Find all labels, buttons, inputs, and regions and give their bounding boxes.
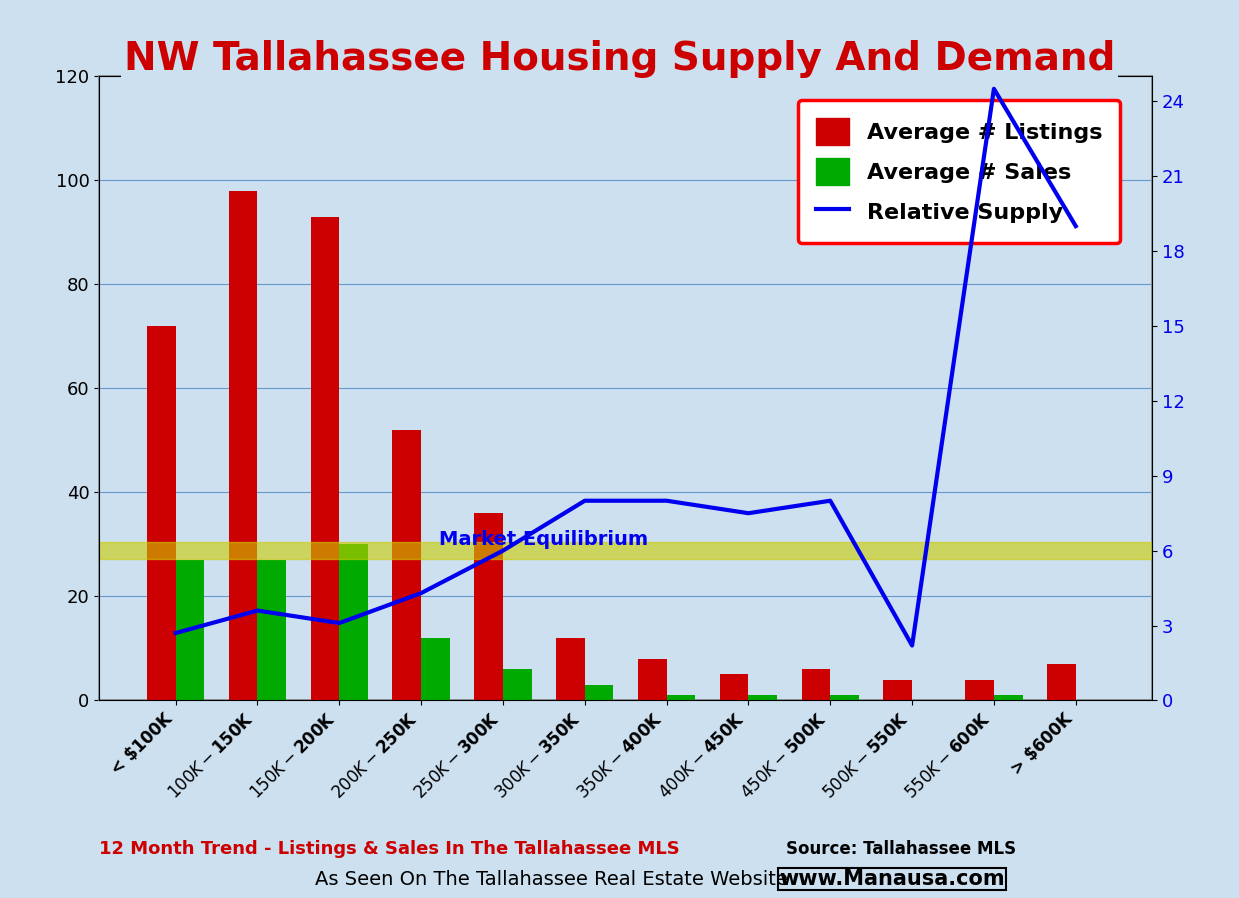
Bar xyxy=(258,560,286,700)
Bar xyxy=(748,695,777,700)
Bar xyxy=(802,669,830,700)
Relative Supply xyxy=(741,508,756,519)
Legend: Average # Listings, Average # Sales, Relative Supply: Average # Listings, Average # Sales, Rel… xyxy=(798,100,1120,243)
Relative Supply xyxy=(577,496,592,506)
Bar xyxy=(147,326,176,700)
Text: Source: Tallahassee MLS: Source: Tallahassee MLS xyxy=(786,840,1016,858)
Bar xyxy=(585,685,613,700)
Relative Supply xyxy=(169,628,183,638)
Bar xyxy=(393,430,421,700)
Bar xyxy=(1047,664,1075,700)
Bar xyxy=(667,695,695,700)
Bar xyxy=(556,638,585,700)
Bar xyxy=(99,541,1152,559)
Bar xyxy=(830,695,859,700)
Relative Supply xyxy=(1068,221,1083,232)
Bar xyxy=(421,638,450,700)
Bar xyxy=(720,674,748,700)
Text: 12 Month Trend - Listings & Sales In The Tallahassee MLS: 12 Month Trend - Listings & Sales In The… xyxy=(99,840,680,858)
Relative Supply xyxy=(414,587,429,598)
Text: NW Tallahassee Housing Supply And Demand: NW Tallahassee Housing Supply And Demand xyxy=(124,40,1115,78)
Bar xyxy=(229,190,258,700)
Bar xyxy=(311,216,339,700)
Bar xyxy=(965,680,994,700)
Bar xyxy=(176,560,204,700)
Relative Supply xyxy=(823,496,838,506)
Relative Supply xyxy=(496,545,510,556)
Bar xyxy=(638,659,667,700)
Bar xyxy=(883,680,912,700)
Line: Relative Supply: Relative Supply xyxy=(176,89,1075,646)
Bar xyxy=(994,695,1022,700)
Relative Supply xyxy=(904,640,919,651)
Bar xyxy=(339,544,368,700)
Relative Supply xyxy=(986,84,1001,94)
Relative Supply xyxy=(659,496,674,506)
Relative Supply xyxy=(250,605,265,616)
Text: As Seen On The Tallahassee Real Estate Website: As Seen On The Tallahassee Real Estate W… xyxy=(315,870,800,889)
Bar xyxy=(503,669,532,700)
Bar xyxy=(475,514,503,700)
Relative Supply xyxy=(332,618,347,629)
Text: Market Equilibrium: Market Equilibrium xyxy=(440,531,648,550)
Text: www.Manausa.com: www.Manausa.com xyxy=(779,869,1005,889)
